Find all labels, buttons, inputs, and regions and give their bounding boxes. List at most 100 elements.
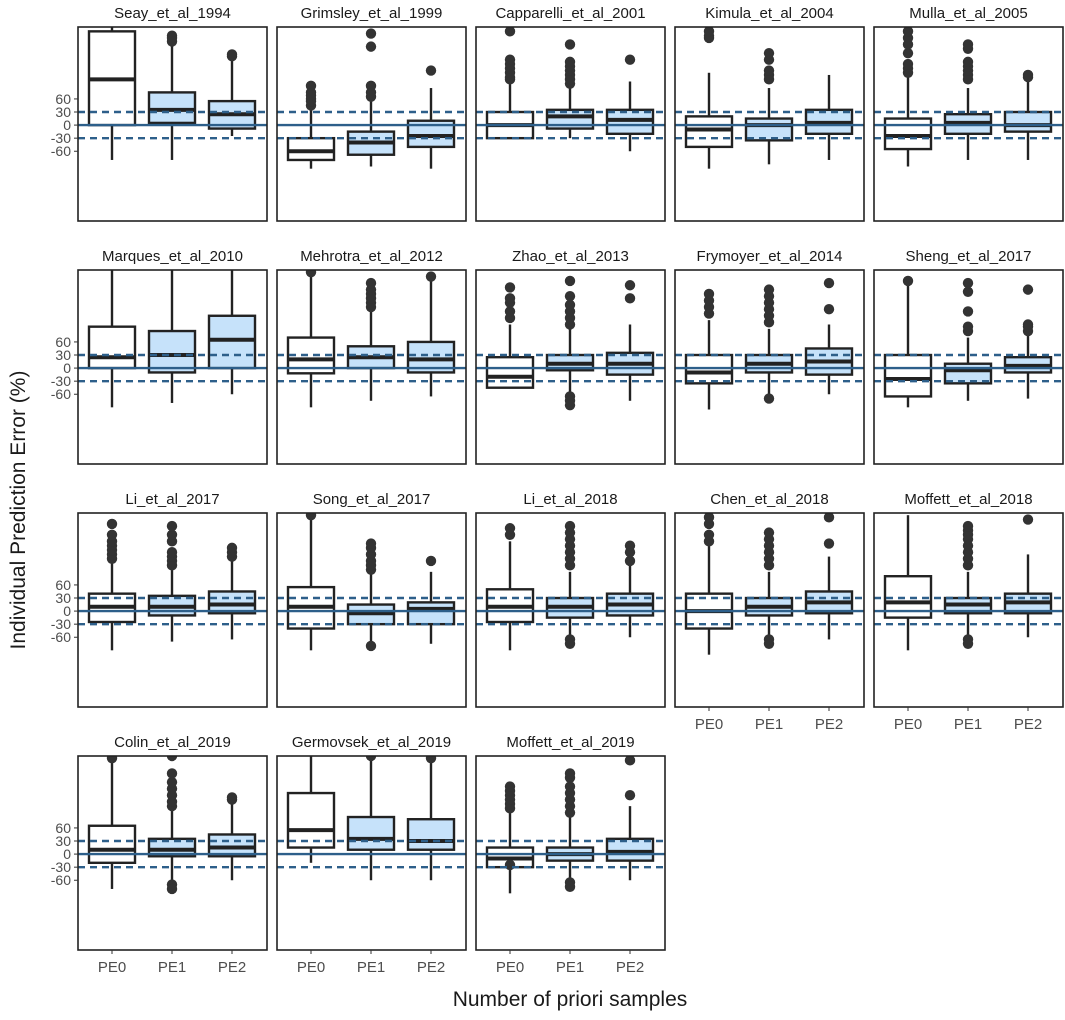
y-tick-label: 60	[55, 577, 71, 593]
panel-5: Mulla_et_al_2005	[873, 5, 1064, 222]
box-pe0-outlier	[902, 27, 914, 37]
panel-7: Mehrotra_et_al_2012	[276, 248, 467, 465]
panel-title: Colin_et_al_2019	[114, 734, 231, 751]
box-pe2-iqr	[406, 818, 456, 851]
box-pe1-outlier	[166, 883, 178, 895]
panel-title: Zhao_et_al_2013	[512, 248, 629, 265]
box-pe1-outlier	[763, 527, 775, 538]
panel-frame	[475, 512, 666, 708]
panel-title: Moffett_et_al_2018	[904, 491, 1032, 508]
box-pe2-outlier	[624, 756, 636, 766]
panels-layer: Seay_et_al_199460300-30-60Grimsley_et_al…	[51, 5, 1064, 976]
y-tick-label: 0	[63, 360, 71, 376]
box-pe0-outlier	[305, 270, 317, 278]
panel-frame	[873, 269, 1064, 465]
box-pe1-outlier	[166, 768, 178, 779]
box-pe0-iqr	[87, 325, 137, 370]
y-tick-label: -30	[51, 373, 71, 389]
panel-plot-area	[675, 277, 864, 410]
box-pe1-outlier	[564, 781, 576, 792]
panel-plot-area	[476, 27, 665, 152]
box-pe2-outlier	[823, 538, 835, 549]
panel-title: Mehrotra_et_al_2012	[300, 248, 443, 265]
box-pe2-iqr	[1003, 110, 1053, 133]
box-pe0-outlier	[703, 529, 715, 540]
box-pe1-iqr	[147, 91, 197, 125]
box-pe0-iqr	[485, 355, 535, 389]
x-tick-label: PE1	[954, 716, 982, 733]
x-tick-label: PE2	[218, 959, 246, 976]
box-pe1-outlier	[564, 881, 576, 892]
panel-8: Zhao_et_al_2013	[475, 248, 666, 465]
panel-title: Sheng_et_al_2017	[906, 248, 1032, 265]
box-pe1-outlier	[365, 41, 377, 52]
box-pe0-outlier	[504, 523, 516, 534]
box-pe2-outlier	[624, 293, 636, 304]
panel-title: Moffett_et_al_2019	[506, 734, 634, 751]
box-pe1-outlier	[166, 776, 178, 788]
panel-title: Kimula_et_al_2004	[705, 5, 833, 22]
box-pe1-iqr	[346, 815, 396, 851]
panel-frame	[674, 26, 865, 222]
panel-title: Chen_et_al_2018	[710, 491, 828, 508]
y-tick-label: 30	[55, 104, 71, 120]
box-pe0-iqr	[883, 353, 933, 398]
box-pe1-outlier	[564, 56, 576, 68]
box-pe2-outlier	[1022, 69, 1034, 81]
panel-plot-area	[874, 27, 1063, 167]
panel-frame	[77, 26, 268, 222]
panel-title: Li_et_al_2017	[125, 491, 219, 508]
box-pe2-outlier	[425, 555, 437, 567]
panel-title: Seay_et_al_1994	[114, 5, 231, 22]
panel-15: Moffett_et_al_2018 PE0 PE1 PE2	[873, 491, 1064, 733]
panel-frame	[276, 26, 467, 222]
box-pe0-outlier	[504, 781, 516, 792]
panel-plot-area	[476, 275, 665, 411]
box-pe1-outlier	[763, 284, 775, 295]
y-tick-label: 60	[55, 334, 71, 350]
panel-13: Li_et_al_2018	[475, 491, 666, 708]
box-pe1-outlier	[365, 80, 377, 92]
box-pe2-outlier	[624, 54, 636, 65]
panel-plot-area	[874, 514, 1063, 651]
y-tick-label: 0	[63, 603, 71, 619]
box-pe1-outlier	[365, 28, 377, 39]
panel-plot-area	[277, 270, 466, 408]
panel-plot-area	[277, 28, 466, 169]
box-pe2-iqr	[406, 601, 456, 626]
box-pe1-outlier	[962, 520, 974, 532]
panel-plot-area	[675, 513, 864, 655]
panel-frame	[77, 269, 268, 465]
panel-frame	[475, 269, 666, 465]
box-pe2-outlier	[823, 513, 835, 523]
panel-title: Germovsek_et_al_2019	[292, 734, 451, 751]
box-pe1-outlier	[763, 47, 775, 59]
panel-title: Li_et_al_2018	[523, 491, 617, 508]
panel-frame	[276, 269, 467, 465]
y-tick-label: -60	[51, 143, 71, 159]
box-pe0-outlier	[106, 518, 118, 530]
box-pe2-iqr	[207, 833, 257, 858]
panel-plot-area	[78, 518, 267, 651]
box-pe0-outlier	[106, 529, 118, 540]
box-pe0-outlier	[504, 54, 516, 65]
box-pe0-iqr	[684, 115, 734, 149]
box-pe1-outlier	[166, 547, 178, 558]
box-pe2-outlier	[823, 304, 835, 315]
box-pe2-outlier	[624, 555, 636, 567]
y-tick-label: -30	[51, 130, 71, 146]
panel-plot-area	[476, 520, 665, 651]
box-pe0-outlier	[504, 859, 516, 871]
box-pe1-outlier	[962, 277, 974, 289]
panel-2: Grimsley_et_al_1999	[276, 5, 467, 222]
y-tick-label: 30	[55, 590, 71, 606]
panel-frame	[276, 512, 467, 708]
x-tick-label: PE2	[815, 716, 843, 733]
panel-plot-area	[874, 275, 1063, 408]
box-pe0-outlier	[703, 27, 715, 37]
x-tick-label: PE1	[755, 716, 783, 733]
